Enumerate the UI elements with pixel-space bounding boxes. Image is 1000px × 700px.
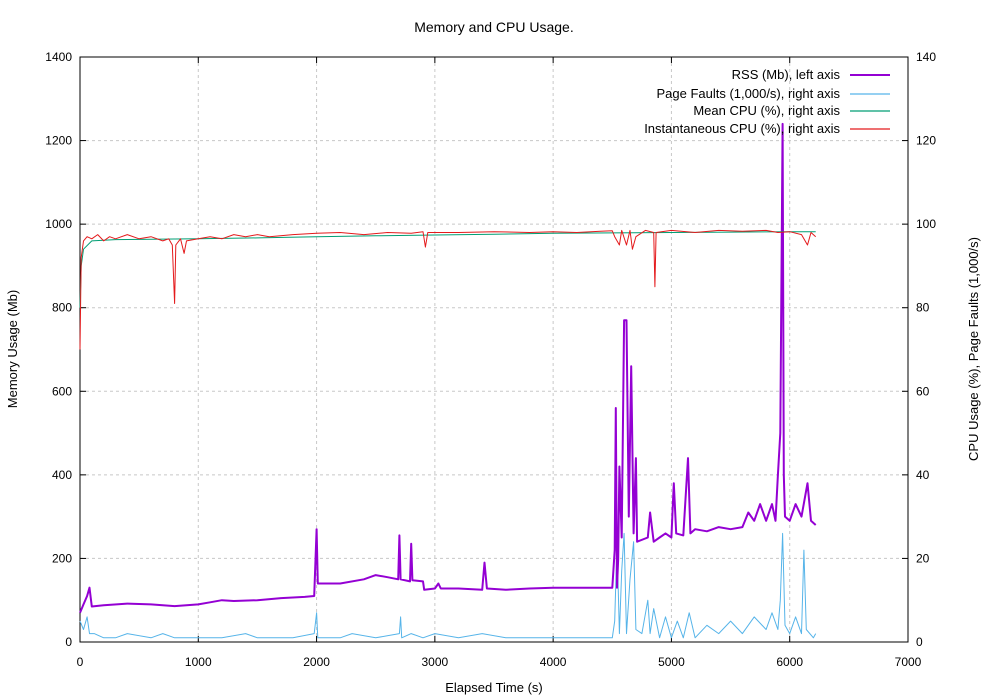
chart-title: Memory and CPU Usage. — [414, 19, 574, 35]
y-left-tick-label: 1400 — [45, 50, 72, 64]
y-right-tick-label: 100 — [916, 217, 936, 231]
y-right-tick-label: 80 — [916, 301, 930, 315]
x-tick-label: 1000 — [185, 655, 212, 669]
x-tick-label: 2000 — [303, 655, 330, 669]
y-left-tick-label: 0 — [65, 635, 72, 649]
series-line-instantaneous-cpu-right-axis — [79, 229, 817, 350]
y-left-tick-label: 1200 — [45, 134, 72, 148]
legend-label-instantaneous-cpu: Instantaneous CPU (%), right axis — [644, 121, 840, 136]
series-line-mean-cpu-right-axis — [79, 231, 816, 308]
y-left-tick-label: 200 — [52, 551, 72, 565]
x-tick-label: 3000 — [422, 655, 449, 669]
series-line-page-faults-1-000-s-right-axis — [79, 532, 817, 639]
series-layer — [79, 122, 817, 639]
y-right-tick-label: 20 — [916, 551, 930, 565]
y-left-tick-label: 800 — [52, 301, 72, 315]
y-axis-label-left: Memory Usage (Mb) — [5, 290, 20, 408]
x-tick-label: 4000 — [540, 655, 567, 669]
legend-label-rss: RSS (Mb), left axis — [732, 67, 841, 82]
axis-ticks — [79, 56, 909, 643]
series-line-rss-mb-left-axis — [79, 122, 817, 614]
legend-label-mean-cpu: Mean CPU (%), right axis — [693, 103, 840, 118]
y-axis-label-right: CPU Usage (%), Page Faults (1,000/s) — [966, 237, 981, 461]
y-left-tick-label: 400 — [52, 468, 72, 482]
x-tick-label: 7000 — [895, 655, 922, 669]
x-tick-label: 6000 — [776, 655, 803, 669]
y-right-tick-label: 140 — [916, 50, 936, 64]
y-right-tick-label: 60 — [916, 384, 930, 398]
y-left-tick-label: 600 — [52, 384, 72, 398]
y-right-tick-label: 40 — [916, 468, 930, 482]
x-tick-label: 0 — [77, 655, 84, 669]
legend-label-page-faults: Page Faults (1,000/s), right axis — [656, 86, 840, 101]
y-left-tick-label: 1000 — [45, 217, 72, 231]
x-axis-label: Elapsed Time (s) — [445, 680, 543, 695]
tick-labels: 0 1000 2000 3000 4000 5000 6000 700002004006008… — [45, 50, 936, 669]
legend: RSS (Mb), left axis Page Faults (1,000/s… — [644, 67, 890, 136]
x-tick-label: 5000 — [658, 655, 685, 669]
y-right-tick-label: 120 — [916, 134, 936, 148]
y-right-tick-label: 0 — [916, 635, 923, 649]
